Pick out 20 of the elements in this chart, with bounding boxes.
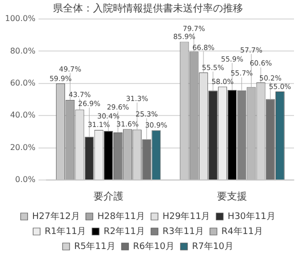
legend-label: R2年11月 bbox=[104, 226, 146, 237]
y-tick-label: 20.0% bbox=[10, 142, 36, 152]
legend-label: H29年11月 bbox=[162, 210, 210, 222]
legend-label: R6年10月 bbox=[133, 240, 174, 252]
y-tick-label: 100.0% bbox=[4, 14, 36, 24]
y-tick-label: 60.0% bbox=[10, 78, 36, 88]
legend-label: R4年11月 bbox=[221, 226, 263, 237]
y-tick-label: 40.0% bbox=[10, 110, 36, 120]
chart-title: 県全体：入院時情報提供書未送付率の推移 bbox=[53, 2, 243, 15]
legend-label: H30年11月 bbox=[228, 210, 276, 222]
legend-label: R7年10月 bbox=[192, 240, 234, 252]
legend-label: H27年12月 bbox=[32, 210, 80, 222]
legend-label: H28年11月 bbox=[97, 210, 145, 222]
x-tick-label: 要支援 bbox=[217, 190, 248, 203]
legend-label: R3年11月 bbox=[162, 226, 204, 237]
y-tick-label: 0.0% bbox=[15, 175, 36, 184]
x-tick-label: 要介護 bbox=[93, 190, 124, 203]
y-tick-label: 80.0% bbox=[10, 46, 36, 56]
legend-label: R1年11月 bbox=[44, 226, 86, 237]
legend-label: R5年11月 bbox=[74, 240, 116, 252]
